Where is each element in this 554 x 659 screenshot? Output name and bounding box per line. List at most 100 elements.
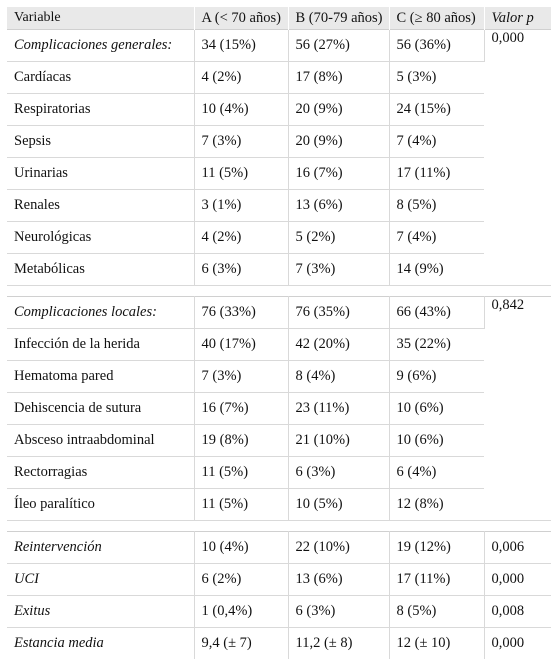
value-cell: 6 (3%) [288,457,389,489]
value-cell: 24 (15%) [389,94,484,126]
value-cell: 10 (6%) [389,425,484,457]
value-cell: 40 (17%) [194,329,288,361]
value-cell: 17 (11%) [389,158,484,190]
value-cell: 16 (7%) [288,158,389,190]
p-value-cell: 0,008 [484,596,551,628]
value-cell: 10 (4%) [194,94,288,126]
row-label: Rectorragias [7,457,194,489]
value-cell: 14 (9%) [389,254,484,286]
header-variable: Variable [7,7,194,30]
summary-label: Exitus [7,596,194,628]
value-cell: 13 (6%) [288,564,389,596]
value-cell: 6 (3%) [194,254,288,286]
row-label: Neurológicas [7,222,194,254]
value-cell: 5 (3%) [389,62,484,94]
value-cell: 76 (35%) [288,297,389,329]
value-cell: 22 (10%) [288,532,389,564]
p-value-cell: 0,000 [484,30,551,286]
value-cell: 8 (5%) [389,190,484,222]
row-label: Cardíacas [7,62,194,94]
value-cell: 4 (2%) [194,222,288,254]
value-cell: 19 (8%) [194,425,288,457]
value-cell: 42 (20%) [288,329,389,361]
summary-label: UCI [7,564,194,596]
value-cell: 3 (1%) [194,190,288,222]
value-cell: 9,4 (± 7) [194,628,288,659]
header-group-c: C (≥ 80 años) [389,7,484,30]
p-value-cell: 0,006 [484,532,551,564]
p-value-cell: 0,842 [484,297,551,521]
value-cell: 56 (27%) [288,30,389,62]
value-cell: 76 (33%) [194,297,288,329]
value-cell: 6 (2%) [194,564,288,596]
value-cell: 11,2 (± 8) [288,628,389,659]
section-title: Complicaciones generales: [7,30,194,62]
value-cell: 56 (36%) [389,30,484,62]
value-cell: 13 (6%) [288,190,389,222]
header-group-b: B (70-79 años) [288,7,389,30]
value-cell: 6 (4%) [389,457,484,489]
value-cell: 12 (8%) [389,489,484,521]
row-label: Absceso intraabdominal [7,425,194,457]
value-cell: 5 (2%) [288,222,389,254]
row-label: Hematoma pared [7,361,194,393]
row-label: Urinarias [7,158,194,190]
section-spacer [7,521,551,532]
p-value-cell: 0,000 [484,564,551,596]
value-cell: 7 (3%) [194,361,288,393]
spacer-cell [7,286,551,297]
value-cell: 11 (5%) [194,457,288,489]
value-cell: 10 (4%) [194,532,288,564]
row-label: Sepsis [7,126,194,158]
value-cell: 8 (5%) [389,596,484,628]
section-title: Complicaciones locales: [7,297,194,329]
value-cell: 10 (6%) [389,393,484,425]
value-cell: 12 (± 10) [389,628,484,659]
header-group-a: A (< 70 años) [194,7,288,30]
value-cell: 34 (15%) [194,30,288,62]
value-cell: 20 (9%) [288,94,389,126]
value-cell: 17 (8%) [288,62,389,94]
value-cell: 6 (3%) [288,596,389,628]
row-label: Metabólicas [7,254,194,286]
value-cell: 8 (4%) [288,361,389,393]
value-cell: 16 (7%) [194,393,288,425]
value-cell: 4 (2%) [194,62,288,94]
header-p-value: Valor p [484,7,551,30]
value-cell: 7 (3%) [194,126,288,158]
value-cell: 7 (4%) [389,126,484,158]
row-label: Respiratorias [7,94,194,126]
section-spacer [7,286,551,297]
value-cell: 20 (9%) [288,126,389,158]
section-header-row: Complicaciones locales:76 (33%)76 (35%)6… [7,297,551,329]
section-header-row: Complicaciones generales:34 (15%)56 (27%… [7,30,551,62]
value-cell: 35 (22%) [389,329,484,361]
row-label: Íleo paralítico [7,489,194,521]
summary-label: Estancia media [7,628,194,659]
value-cell: 7 (4%) [389,222,484,254]
value-cell: 11 (5%) [194,489,288,521]
value-cell: 10 (5%) [288,489,389,521]
value-cell: 11 (5%) [194,158,288,190]
row-label: Infección de la herida [7,329,194,361]
value-cell: 1 (0,4%) [194,596,288,628]
summary-label: Reintervención [7,532,194,564]
value-cell: 66 (43%) [389,297,484,329]
value-cell: 7 (3%) [288,254,389,286]
table-header-row: Variable A (< 70 años) B (70-79 años) C … [7,7,551,30]
table-body: Complicaciones generales:34 (15%)56 (27%… [7,30,551,659]
complications-table: Variable A (< 70 años) B (70-79 años) C … [7,7,551,659]
